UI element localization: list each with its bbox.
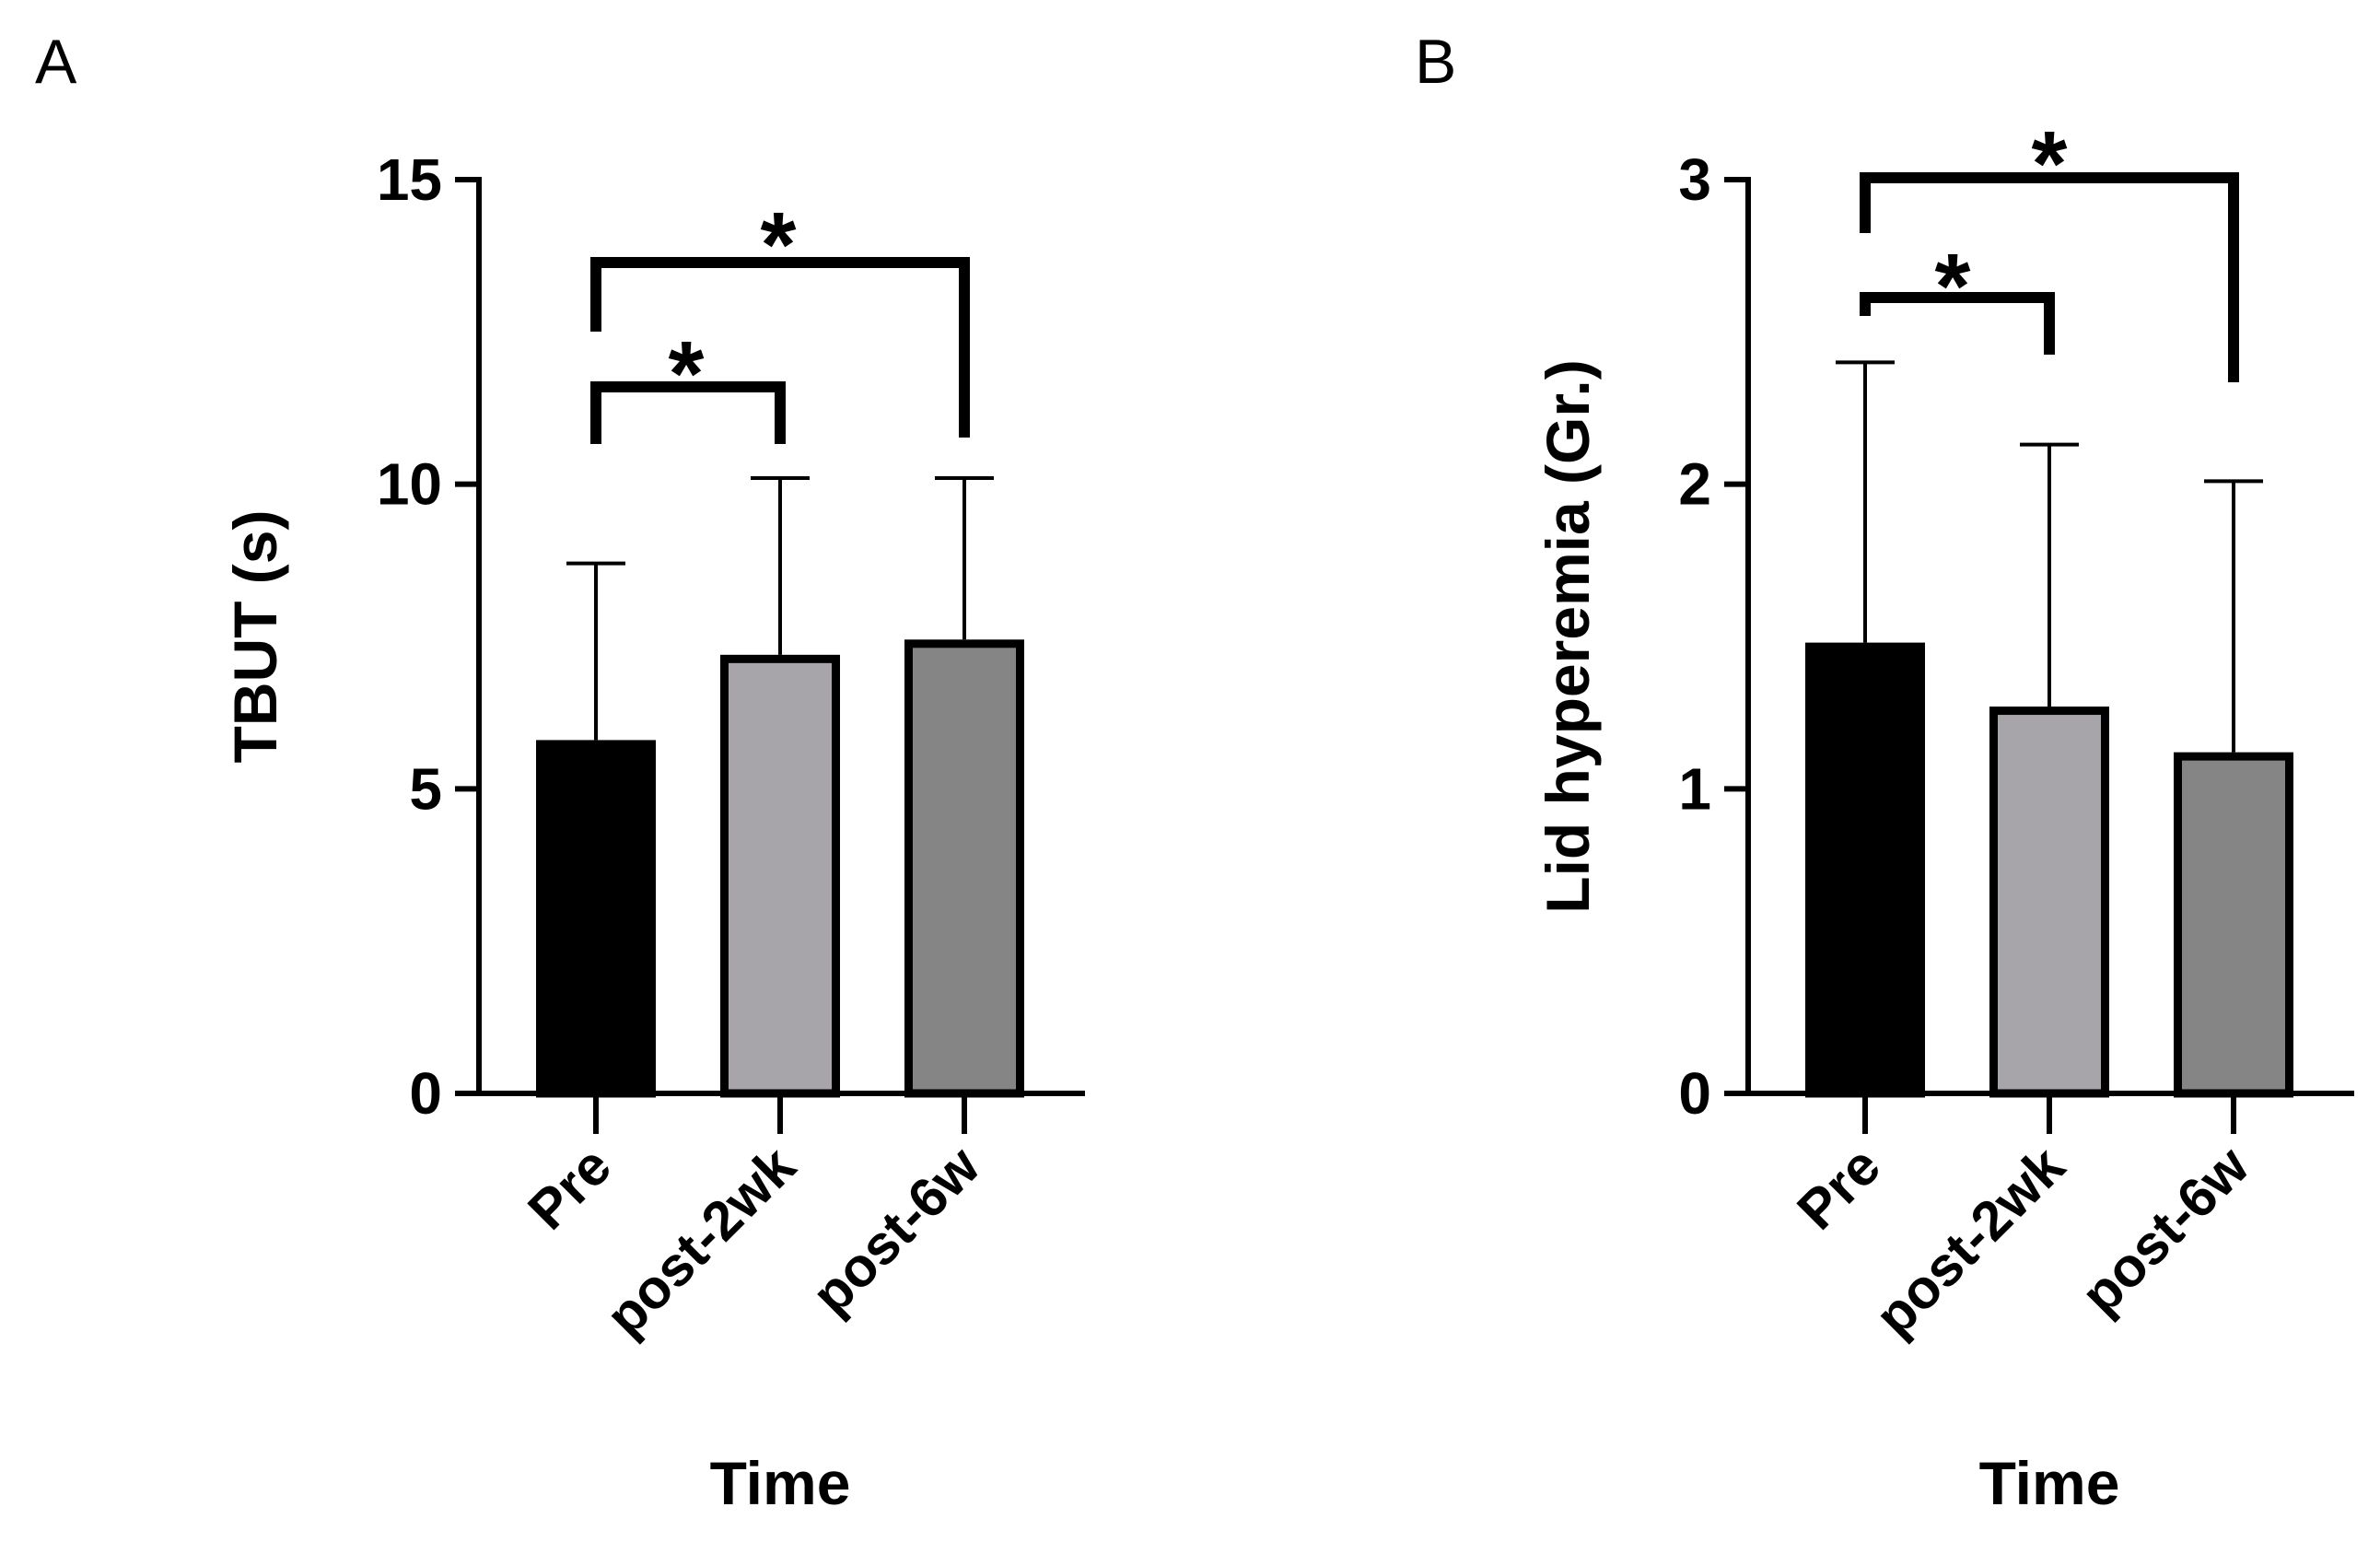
significance-star: * [761,193,797,297]
x-category-label: post-2wk [1863,1134,2077,1348]
significance-bracket [590,381,786,444]
y-tick-label: 15 [377,146,442,213]
y-tick-label: 0 [409,1060,442,1127]
y-tick-label: 2 [1678,451,1711,518]
bar-post-2wk [1989,707,2109,1098]
bar-pre [1805,642,1925,1098]
x-axis-title: Time [710,1449,851,1517]
panel-letter: B [1415,27,1456,97]
bar-post-2wk [720,654,840,1098]
y-tick-label: 10 [377,451,442,518]
y-tick-label: 3 [1678,146,1711,213]
y-axis-title: TBUT (s) [221,510,289,764]
x-category-label: Pre [516,1135,623,1242]
significance-bracket [590,257,970,438]
y-tick-label: 1 [1678,755,1711,822]
bar-post-6w [2174,752,2293,1098]
significance-bracket [1860,172,2239,382]
significance-star: * [669,322,705,426]
y-axis-title: Lid hyperemia (Gr.) [1534,359,1602,913]
x-axis-title: Time [1979,1449,2120,1517]
y-tick-label: 5 [409,755,442,822]
bar-pre [536,740,656,1098]
y-tick-label: 0 [1678,1060,1711,1127]
significance-star: * [1935,235,1971,338]
x-category-label: post-6w [800,1135,992,1326]
x-category-label: post-2wk [594,1134,808,1348]
bar-post-6w [904,639,1024,1098]
significance-star: * [2032,112,2068,216]
significance-bracket [1860,292,2055,355]
x-category-label: post-6w [2070,1135,2261,1326]
x-category-label: Pre [1785,1135,1892,1242]
panel-letter: A [35,27,77,97]
